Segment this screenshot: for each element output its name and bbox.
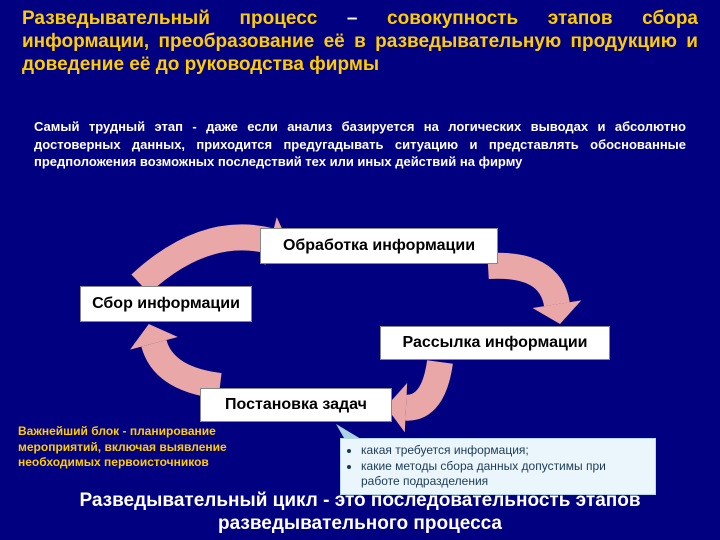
cycle-node-tasks: Постановка задач: [200, 388, 392, 422]
cycle-node-collect: Сбор информации: [80, 286, 252, 322]
footer-definition: Разведывательный цикл - это последовател…: [60, 490, 660, 536]
slide-stage: Разведывательный процесс – совокупность …: [0, 0, 720, 540]
callout-list: какая требуется информация;какие методы …: [349, 443, 647, 490]
arrow-tasks-to-collect: [130, 324, 220, 386]
callout-item: какая требуется информация;: [361, 443, 647, 459]
cycle-node-label: Обработка информации: [283, 237, 475, 255]
planning-note: Важнейший блок - планирование мероприяти…: [18, 424, 278, 471]
cycle-node-process: Обработка информации: [260, 228, 498, 264]
cycle-node-label: Постановка задач: [225, 396, 367, 414]
cycle-node-dispatch: Рассылка информации: [380, 326, 610, 360]
arrow-process-to-dispatch: [488, 266, 581, 324]
tasks-callout: какая требуется информация;какие методы …: [340, 438, 656, 495]
arrow-dispatch-to-tasks: [386, 362, 440, 432]
cycle-node-label: Сбор информации: [92, 295, 240, 313]
callout-item: какие методы сбора данных допустимы при …: [361, 459, 647, 490]
cycle-node-label: Рассылка информации: [403, 334, 588, 352]
